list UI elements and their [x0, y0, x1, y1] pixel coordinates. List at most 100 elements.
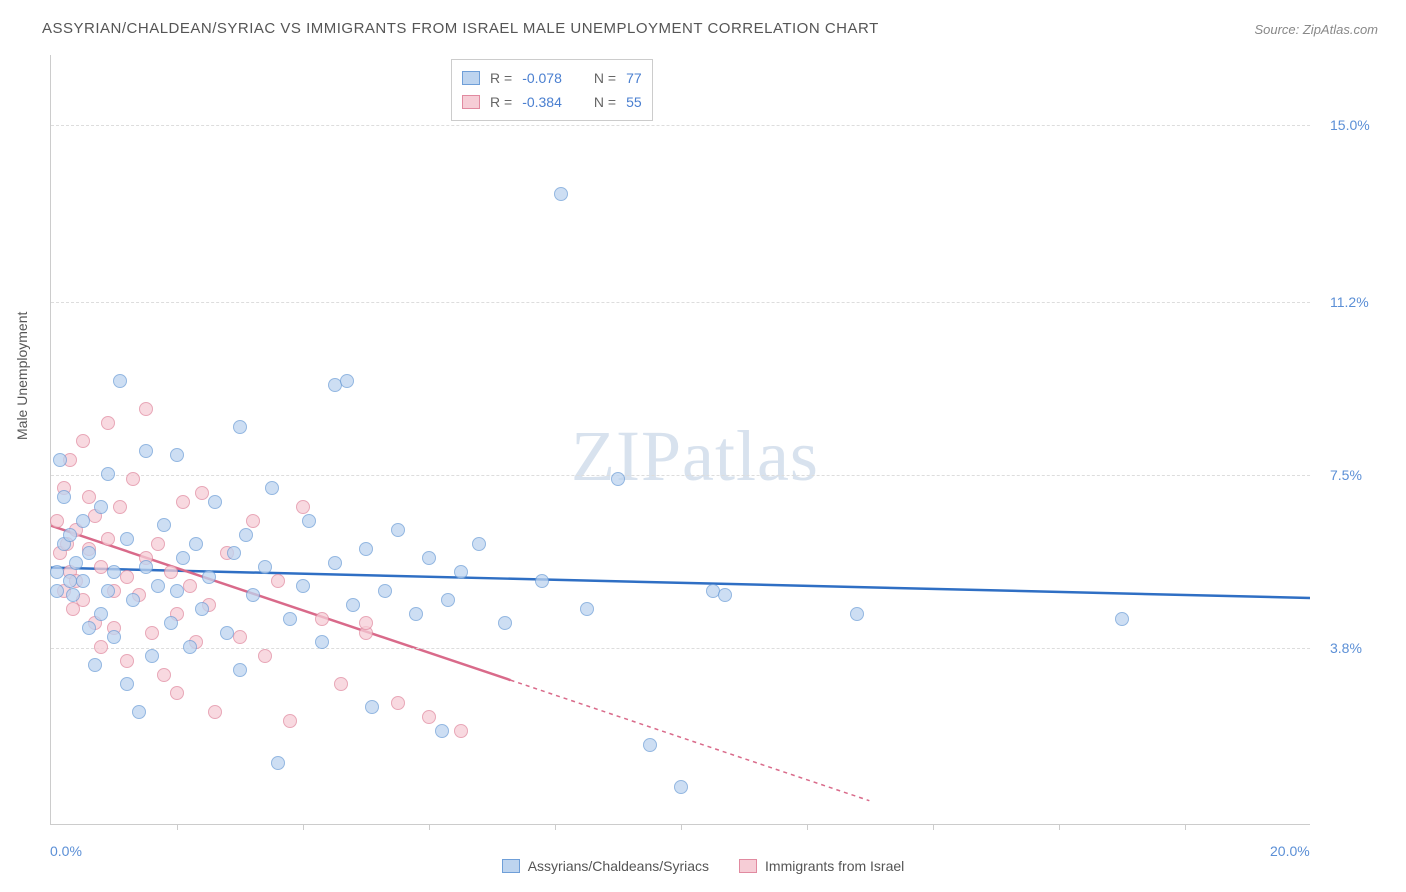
chart-title: ASSYRIAN/CHALDEAN/SYRIAC VS IMMIGRANTS F… — [42, 20, 879, 37]
scatter-point-israel — [334, 677, 348, 691]
grid-line — [51, 302, 1310, 303]
x-tick — [681, 824, 682, 830]
scatter-point-israel — [120, 654, 134, 668]
scatter-point-assyrian — [57, 490, 71, 504]
scatter-point-assyrian — [139, 444, 153, 458]
scatter-point-assyrian — [139, 560, 153, 574]
scatter-point-assyrian — [88, 658, 102, 672]
scatter-point-israel — [170, 686, 184, 700]
watermark-atlas: atlas — [682, 416, 819, 496]
scatter-point-assyrian — [126, 593, 140, 607]
scatter-point-israel — [422, 710, 436, 724]
legend-label: Assyrians/Chaldeans/Syriacs — [528, 858, 709, 874]
bottom-legend-item-assyrian: Assyrians/Chaldeans/Syriacs — [502, 858, 709, 874]
legend-stats-row-israel: R =-0.384N =55 — [462, 90, 642, 114]
scatter-point-assyrian — [359, 542, 373, 556]
legend-swatch — [502, 859, 520, 873]
x-tick — [933, 824, 934, 830]
scatter-point-israel — [296, 500, 310, 514]
scatter-point-assyrian — [183, 640, 197, 654]
scatter-point-assyrian — [120, 532, 134, 546]
scatter-point-assyrian — [151, 579, 165, 593]
legend-swatch — [739, 859, 757, 873]
scatter-point-assyrian — [422, 551, 436, 565]
scatter-point-israel — [126, 472, 140, 486]
scatter-point-assyrian — [189, 537, 203, 551]
scatter-point-assyrian — [220, 626, 234, 640]
y-tick-label: 7.5% — [1330, 467, 1362, 483]
scatter-point-assyrian — [157, 518, 171, 532]
scatter-point-assyrian — [283, 612, 297, 626]
scatter-point-assyrian — [850, 607, 864, 621]
scatter-point-assyrian — [328, 556, 342, 570]
x-tick-label: 20.0% — [1270, 843, 1310, 859]
x-tick — [429, 824, 430, 830]
scatter-point-assyrian — [246, 588, 260, 602]
scatter-point-assyrian — [107, 565, 121, 579]
scatter-point-assyrian — [69, 556, 83, 570]
n-label: N = — [594, 70, 616, 86]
r-label: R = — [490, 94, 512, 110]
bottom-legend-item-israel: Immigrants from Israel — [739, 858, 904, 874]
scatter-point-assyrian — [66, 588, 80, 602]
watermark-zip: ZIP — [571, 416, 682, 496]
n-value: 77 — [626, 70, 642, 86]
x-tick — [177, 824, 178, 830]
trend-line-dashed-israel — [511, 680, 870, 801]
scatter-point-assyrian — [643, 738, 657, 752]
scatter-point-israel — [454, 724, 468, 738]
scatter-point-assyrian — [50, 584, 64, 598]
legend-stats-box: R =-0.078N =77R =-0.384N =55 — [451, 59, 653, 121]
x-tick — [1059, 824, 1060, 830]
scatter-point-assyrian — [120, 677, 134, 691]
scatter-point-israel — [315, 612, 329, 626]
x-tick — [1185, 824, 1186, 830]
scatter-point-assyrian — [164, 616, 178, 630]
grid-line — [51, 475, 1310, 476]
scatter-point-assyrian — [170, 584, 184, 598]
scatter-point-israel — [195, 486, 209, 500]
trend-line-assyrian — [51, 568, 1310, 598]
scatter-point-israel — [233, 630, 247, 644]
grid-line — [51, 648, 1310, 649]
scatter-point-israel — [120, 570, 134, 584]
scatter-point-assyrian — [378, 584, 392, 598]
scatter-point-assyrian — [554, 187, 568, 201]
scatter-point-assyrian — [101, 584, 115, 598]
scatter-point-assyrian — [145, 649, 159, 663]
scatter-point-assyrian — [296, 579, 310, 593]
scatter-point-israel — [101, 532, 115, 546]
scatter-point-assyrian — [208, 495, 222, 509]
scatter-point-assyrian — [454, 565, 468, 579]
x-tick — [807, 824, 808, 830]
scatter-point-assyrian — [63, 528, 77, 542]
scatter-point-assyrian — [94, 607, 108, 621]
scatter-point-assyrian — [302, 514, 316, 528]
scatter-point-assyrian — [265, 481, 279, 495]
scatter-point-assyrian — [1115, 612, 1129, 626]
scatter-point-assyrian — [346, 598, 360, 612]
scatter-point-assyrian — [718, 588, 732, 602]
scatter-point-israel — [164, 565, 178, 579]
scatter-point-israel — [151, 537, 165, 551]
scatter-point-assyrian — [53, 453, 67, 467]
scatter-point-assyrian — [195, 602, 209, 616]
x-tick-label: 0.0% — [50, 843, 82, 859]
scatter-point-assyrian — [315, 635, 329, 649]
scatter-point-assyrian — [365, 700, 379, 714]
x-tick — [555, 824, 556, 830]
scatter-point-israel — [271, 574, 285, 588]
scatter-point-assyrian — [580, 602, 594, 616]
scatter-point-assyrian — [227, 546, 241, 560]
legend-swatch — [462, 95, 480, 109]
r-value: -0.384 — [522, 94, 562, 110]
n-value: 55 — [626, 94, 642, 110]
legend-label: Immigrants from Israel — [765, 858, 904, 874]
scatter-point-assyrian — [50, 565, 64, 579]
scatter-point-israel — [50, 514, 64, 528]
scatter-point-assyrian — [76, 574, 90, 588]
scatter-point-assyrian — [271, 756, 285, 770]
source-attribution: Source: ZipAtlas.com — [1254, 22, 1378, 37]
scatter-point-assyrian — [391, 523, 405, 537]
scatter-point-assyrian — [535, 574, 549, 588]
